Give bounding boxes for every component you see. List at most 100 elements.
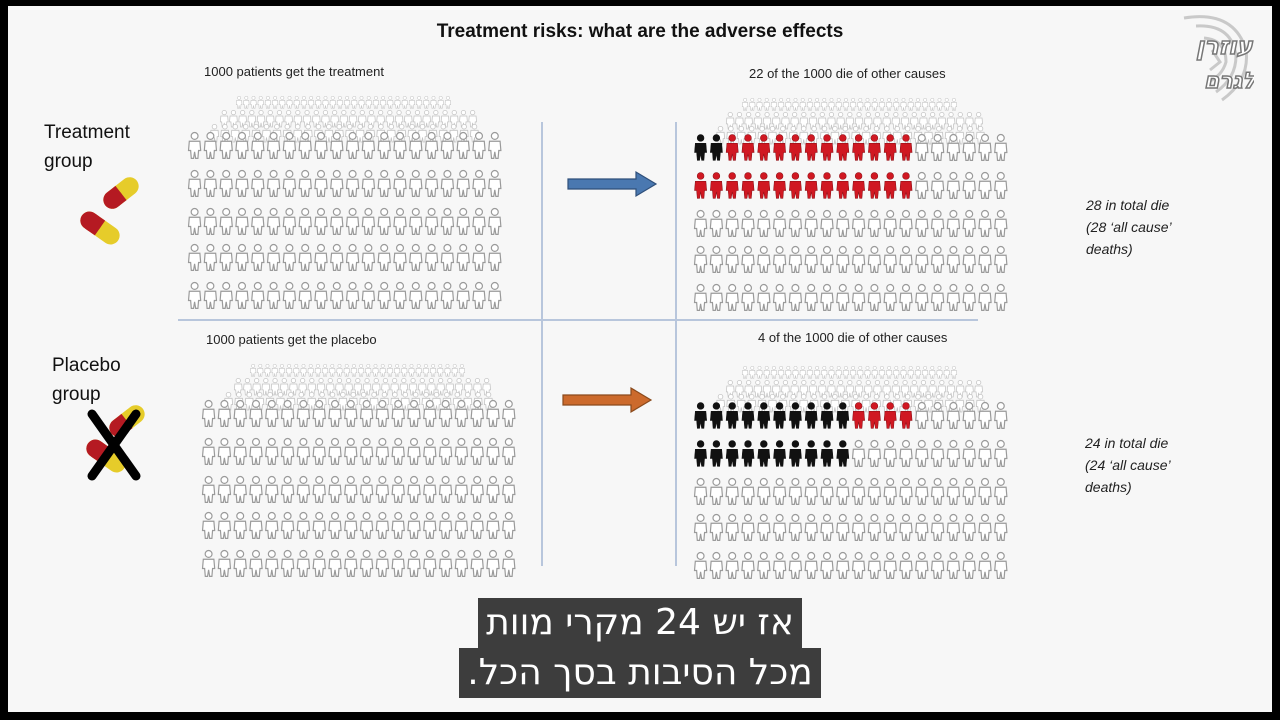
treatment-after-back-person bbox=[864, 97, 871, 111]
treatment-before-back-person bbox=[230, 123, 240, 143]
placebo-after-person bbox=[978, 439, 992, 467]
treatment-before-person bbox=[456, 207, 470, 235]
placebo-after-back-person bbox=[923, 393, 934, 413]
treatment-before-person bbox=[298, 131, 312, 159]
treatment-after-person bbox=[899, 134, 913, 161]
placebo-before-person bbox=[486, 549, 500, 577]
treatment-after-person bbox=[962, 209, 976, 237]
treatment-before-back-person bbox=[358, 95, 365, 109]
placebo-before-person bbox=[328, 511, 342, 539]
placebo-after-person bbox=[994, 477, 1008, 505]
treatment-before-person bbox=[219, 169, 233, 197]
placebo-after-person bbox=[757, 402, 771, 429]
treatment-after-back-person bbox=[845, 111, 855, 130]
treatment-after-back-person bbox=[885, 97, 893, 111]
treatment-before-person bbox=[377, 131, 391, 159]
treatment-after-back-person bbox=[893, 97, 900, 111]
treatment-after-person bbox=[915, 283, 929, 311]
treatment-after-person bbox=[867, 209, 882, 237]
treatment-after-person bbox=[915, 209, 929, 237]
treatment-after-person bbox=[994, 133, 1008, 161]
placebo-after-person bbox=[883, 439, 897, 467]
treatment-before-person bbox=[440, 207, 455, 235]
treatment-after-person bbox=[946, 171, 961, 199]
placebo-before-person bbox=[296, 399, 311, 427]
placebo-before-person bbox=[296, 475, 311, 503]
placebo-before-person bbox=[233, 475, 247, 503]
placebo-after-person bbox=[851, 551, 866, 579]
treatment-after-person bbox=[836, 283, 850, 311]
placebo-after-person bbox=[757, 477, 771, 505]
treatment-before-person bbox=[187, 243, 202, 271]
placebo-after-person bbox=[930, 439, 945, 467]
placebo-before-person bbox=[249, 437, 263, 465]
placebo-before-person bbox=[265, 399, 279, 427]
treatment-before-person bbox=[456, 281, 470, 309]
treatment-before-back-person bbox=[329, 95, 336, 109]
treatment-after-back-person bbox=[892, 125, 902, 145]
placebo-before-person bbox=[470, 511, 484, 539]
treatment-before-person bbox=[298, 207, 312, 235]
placebo-before-person bbox=[217, 399, 232, 427]
treatment-before-person bbox=[203, 131, 218, 159]
treatment-after-back-person bbox=[936, 97, 943, 111]
placebo-after-person bbox=[994, 439, 1008, 467]
treatment-before-back-person bbox=[250, 95, 257, 109]
placebo-after-person bbox=[820, 513, 834, 541]
placebo-after-person bbox=[804, 513, 818, 541]
treatment-before-person bbox=[424, 169, 439, 197]
treatment-before-person bbox=[298, 169, 312, 197]
treatment-before-back-person bbox=[430, 95, 437, 109]
treatment-before-person bbox=[345, 281, 360, 309]
placebo-label-line1: Placebo bbox=[52, 355, 121, 376]
treatment-after-person bbox=[851, 283, 866, 311]
treatment-before-back-person bbox=[351, 95, 358, 109]
placebo-after-person bbox=[868, 402, 881, 429]
placebo-before-back-person bbox=[473, 377, 482, 396]
treatment-before-person bbox=[314, 131, 328, 159]
placebo-before-person bbox=[438, 399, 453, 427]
placebo-before-back-person bbox=[343, 363, 350, 377]
placebo-before-person bbox=[502, 475, 516, 503]
treatment-after-back-person bbox=[762, 111, 772, 130]
placebo-before-person bbox=[328, 437, 342, 465]
treatment-after-back-person bbox=[929, 97, 936, 111]
placebo-after-person bbox=[930, 513, 945, 541]
placebo-after-person bbox=[994, 401, 1008, 429]
treatment-group-label: Treatment group bbox=[44, 118, 130, 176]
placebo-after-person bbox=[789, 402, 802, 429]
treatment-before-back-person bbox=[355, 123, 365, 143]
treatment-note-line1: 28 in total die bbox=[1086, 197, 1170, 213]
treatment-after-back-person bbox=[842, 97, 850, 111]
treatment-before-back-person bbox=[293, 123, 303, 143]
treatment-before-back-person bbox=[449, 109, 459, 128]
placebo-before-person bbox=[344, 511, 358, 539]
placebo-after-person bbox=[820, 477, 834, 505]
placebo-before-back-person bbox=[350, 363, 358, 377]
treatment-before-back-person bbox=[422, 109, 431, 128]
treatment-before-person bbox=[424, 131, 439, 159]
treatment-after-back-person bbox=[835, 97, 842, 111]
placebo-after-person bbox=[962, 477, 976, 505]
logo-text-line2: בטלגרם bbox=[1204, 69, 1254, 94]
placebo-before-person bbox=[201, 475, 216, 503]
treatment-after-back-person bbox=[909, 111, 919, 130]
placebo-before-person bbox=[407, 475, 421, 503]
placebo-after-back-person bbox=[763, 365, 770, 379]
treatment-after-back-person bbox=[792, 97, 799, 111]
treatment-after-back-person bbox=[919, 111, 928, 130]
treatment-after-person bbox=[710, 172, 723, 199]
treatment-before-back-person bbox=[413, 109, 422, 128]
treatment-before-person bbox=[472, 281, 486, 309]
placebo-after-person bbox=[709, 551, 724, 579]
treatment-before-person bbox=[314, 281, 328, 309]
placebo-after-person bbox=[710, 440, 723, 467]
placebo-before-back-person bbox=[379, 363, 386, 377]
placebo-after-back-person bbox=[756, 365, 763, 379]
placebo-before-back-person bbox=[422, 363, 430, 377]
treatment-after-person bbox=[852, 172, 865, 199]
placebo-before-person bbox=[344, 399, 358, 427]
treatment-after-back-person bbox=[828, 97, 835, 111]
placebo-after-back-person bbox=[813, 365, 821, 379]
treatment-before-person bbox=[456, 131, 470, 159]
